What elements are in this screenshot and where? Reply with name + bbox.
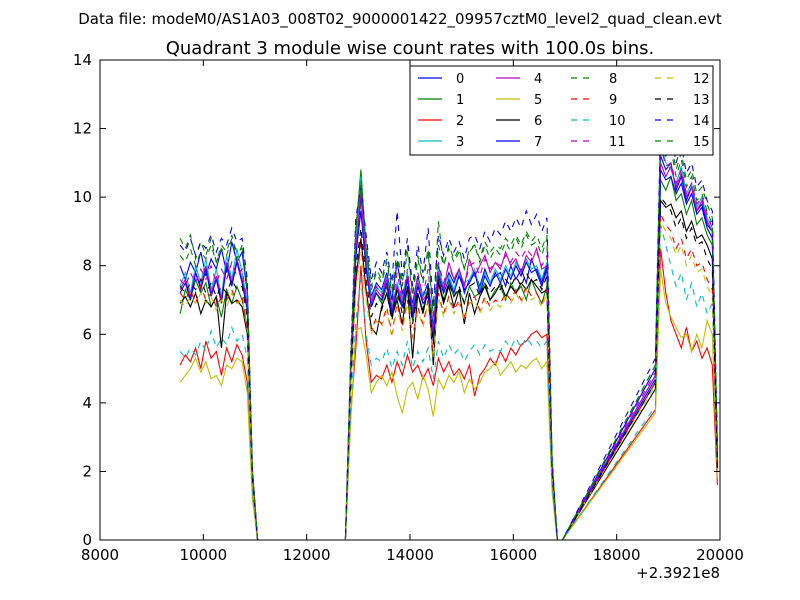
x-tick-label: 10000	[179, 546, 227, 564]
x-tick-label: 14000	[386, 546, 434, 564]
legend-label-1: 1	[456, 93, 464, 108]
series-line-1	[179, 169, 718, 540]
y-tick-label: 4	[82, 394, 92, 412]
legend-label-6: 6	[534, 114, 542, 129]
y-tick-label: 8	[82, 257, 92, 275]
series-line-10	[179, 224, 718, 540]
y-tick-label: 10	[73, 188, 92, 206]
series-line-7	[179, 169, 718, 540]
y-tick-label: 12	[73, 120, 92, 138]
series-line-11	[179, 145, 718, 540]
series-line-0	[179, 155, 718, 540]
series-line-13	[179, 195, 718, 540]
y-tick-label: 0	[82, 531, 92, 549]
x-tick-label: 12000	[283, 546, 331, 564]
legend-label-5: 5	[534, 93, 542, 108]
x-tick-label: 8000	[81, 546, 119, 564]
legend-label-14: 14	[693, 114, 710, 129]
legend-label-11: 11	[609, 135, 626, 150]
series-line-12	[179, 220, 718, 540]
legend-label-2: 2	[456, 114, 464, 129]
x-axis: 8000 10000 12000 14000 16000 18000 20000	[81, 60, 744, 564]
figure-suptitle: Data file: modeM0/AS1A03_008T02_90000014…	[78, 10, 722, 29]
x-tick-label: 18000	[593, 546, 641, 564]
y-tick-label: 6	[82, 325, 92, 343]
legend-label-9: 9	[609, 93, 617, 108]
series-line-8	[179, 128, 718, 540]
legend-label-8: 8	[609, 72, 617, 87]
legend-label-7: 7	[534, 135, 542, 150]
legend-label-0: 0	[456, 72, 464, 87]
x-offset-label: +2.3921e8	[636, 564, 720, 582]
x-tick-label: 16000	[489, 546, 537, 564]
series-line-3	[179, 142, 718, 540]
legend-label-3: 3	[456, 135, 464, 150]
series-line-4	[179, 162, 718, 540]
series-line-15	[179, 135, 718, 540]
series-line-14	[179, 121, 718, 540]
legend-label-13: 13	[693, 93, 710, 108]
legend-label-15: 15	[693, 135, 710, 150]
series-layer	[179, 121, 718, 540]
legend-label-12: 12	[693, 72, 710, 87]
y-tick-label: 2	[82, 462, 92, 480]
legend-label-4: 4	[534, 72, 542, 87]
legend-label-10: 10	[609, 114, 626, 129]
legend-box	[409, 65, 714, 156]
x-tick-label: 20000	[696, 546, 744, 564]
y-tick-label: 14	[73, 51, 92, 69]
series-line-6	[179, 199, 718, 540]
chart-title: Quadrant 3 module wise count rates with …	[166, 38, 655, 59]
